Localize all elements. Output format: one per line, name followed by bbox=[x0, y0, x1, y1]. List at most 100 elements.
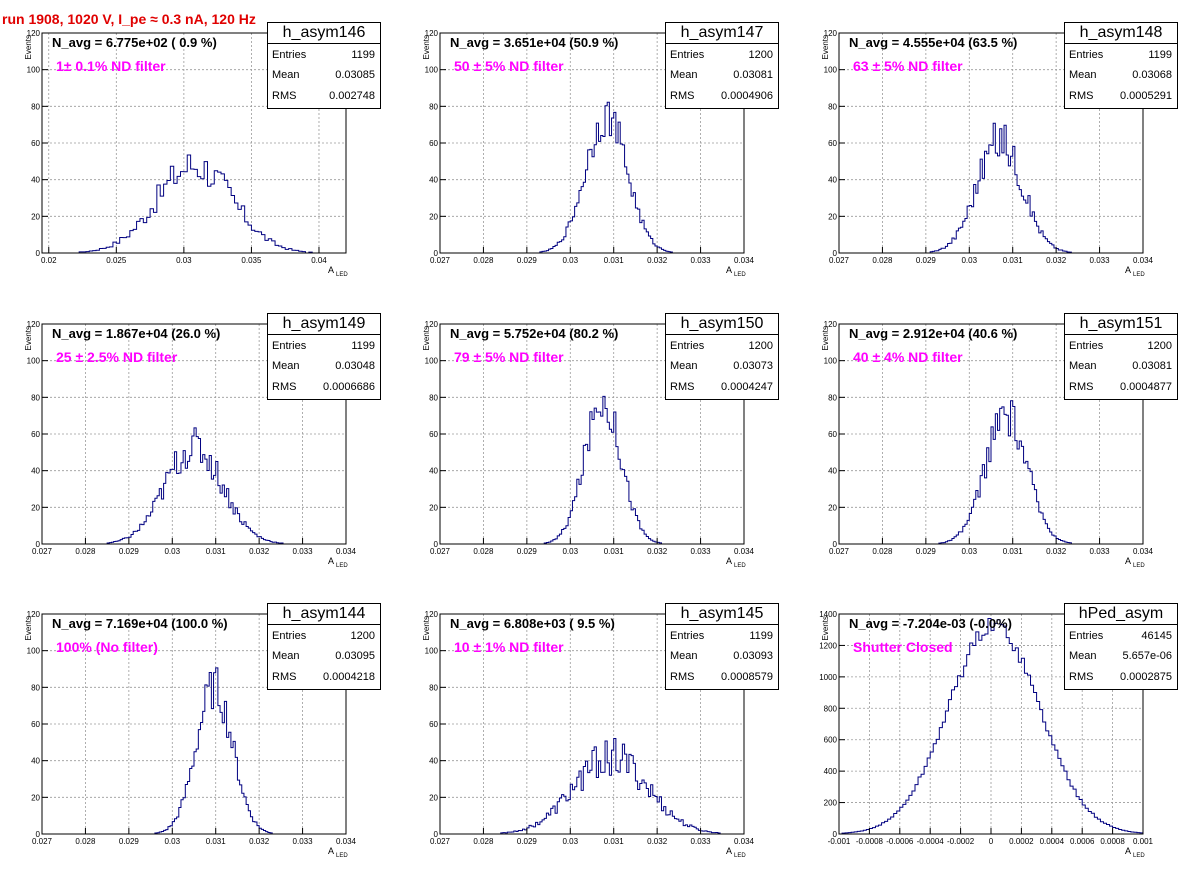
stats-value-mean: 0.03081 bbox=[1132, 360, 1172, 372]
x-tick-label: 0.032 bbox=[249, 837, 270, 846]
x-axis-label-subscript: LED bbox=[1133, 272, 1145, 278]
y-tick-label: 80 bbox=[31, 683, 40, 692]
x-tick-label: 0.032 bbox=[249, 547, 270, 556]
x-tick-label: 0.03 bbox=[562, 256, 578, 265]
x-tick-label: 0.03 bbox=[164, 547, 180, 556]
stats-value-entries: 1199 bbox=[351, 49, 375, 61]
stats-label-mean: Mean bbox=[670, 650, 698, 662]
x-tick-label: 0.03 bbox=[562, 547, 578, 556]
histogram-panel-h_asym149: 0.027 0.028 0.029 0.03 0.031 0.032 0.033 0.034 0… bbox=[0, 291, 398, 581]
y-axis-label: Events bbox=[24, 326, 33, 350]
histogram-name: h_asym151 bbox=[1065, 314, 1177, 335]
stats-label-rms: RMS bbox=[272, 381, 297, 393]
stats-row-mean: Mean 0.03093 bbox=[670, 647, 773, 665]
x-tick-label: 0.027 bbox=[430, 547, 451, 556]
stats-label-mean: Mean bbox=[272, 650, 300, 662]
y-axis-label: Events bbox=[422, 616, 431, 640]
x-tick-label: 0.027 bbox=[829, 256, 850, 265]
x-tick-label: 0.031 bbox=[604, 256, 625, 265]
stats-value-rms: 0.0004218 bbox=[323, 671, 375, 683]
filter-label: 1± 0.1% ND filter bbox=[56, 58, 166, 74]
x-tick-label: 0.031 bbox=[604, 837, 625, 846]
navg-label: N_avg = 1.867e+04 (26.0 %) bbox=[52, 326, 221, 341]
stats-label-entries: Entries bbox=[272, 340, 307, 352]
stats-label-entries: Entries bbox=[670, 49, 705, 61]
x-tick-label: 0.028 bbox=[473, 256, 494, 265]
stats-row-mean: Mean 0.03073 bbox=[670, 357, 773, 375]
x-tick-label: -0.0002 bbox=[947, 837, 975, 846]
stats-label-entries: Entries bbox=[670, 340, 705, 352]
x-tick-label: 0.032 bbox=[647, 837, 668, 846]
stats-value-rms: 0.0004877 bbox=[1120, 381, 1172, 393]
x-tick-label: 0.027 bbox=[32, 837, 53, 846]
stats-row-mean: Mean 0.03085 bbox=[272, 66, 375, 84]
histogram-name: h_asym146 bbox=[268, 23, 380, 44]
stats-row-entries: Entries 1200 bbox=[670, 337, 773, 355]
x-tick-label: 0.031 bbox=[206, 547, 227, 556]
x-tick-label: -0.0004 bbox=[917, 837, 945, 846]
y-tick-label: 20 bbox=[31, 503, 40, 512]
histogram-panel-h_asym147: 0.027 0.028 0.029 0.03 0.031 0.032 0.033 0.034 0… bbox=[398, 0, 796, 290]
x-axis-label: A bbox=[726, 556, 732, 566]
x-tick-label: 0.0008 bbox=[1100, 837, 1125, 846]
y-tick-label: 40 bbox=[828, 467, 837, 476]
x-tick-label: 0.029 bbox=[517, 256, 538, 265]
y-tick-label: 100 bbox=[27, 357, 41, 366]
stats-row-entries: Entries 46145 bbox=[1069, 627, 1172, 645]
y-tick-label: 60 bbox=[429, 430, 438, 439]
x-axis-label: A bbox=[726, 846, 732, 856]
y-tick-label: 1000 bbox=[819, 673, 837, 682]
stats-value-mean: 0.03095 bbox=[335, 650, 375, 662]
y-tick-label: 120 bbox=[824, 320, 838, 329]
y-tick-label: 0 bbox=[833, 540, 838, 549]
y-tick-label: 0 bbox=[833, 249, 838, 258]
stats-row-rms: RMS 0.0006686 bbox=[272, 378, 375, 396]
stats-value-mean: 0.03073 bbox=[733, 360, 773, 372]
stats-value-entries: 1200 bbox=[748, 49, 773, 61]
x-axis-label-subscript: LED bbox=[1133, 563, 1145, 569]
histogram-panel-h_asym146: 0.02 0.025 0.03 0.035 0.04 0 20 40 60 80 100 120 Eve… bbox=[0, 0, 398, 290]
y-tick-label: 120 bbox=[425, 29, 439, 38]
x-axis-label: A bbox=[726, 265, 732, 275]
histogram-name: h_asym149 bbox=[268, 314, 380, 335]
x-tick-label: 0.027 bbox=[32, 547, 53, 556]
stats-value-mean: 0.03068 bbox=[1132, 69, 1172, 81]
y-tick-label: 100 bbox=[824, 66, 838, 75]
stats-row-mean: Mean 0.03081 bbox=[670, 66, 773, 84]
x-tick-label: 0.032 bbox=[1046, 256, 1067, 265]
stats-label-entries: Entries bbox=[1069, 49, 1104, 61]
y-tick-label: 100 bbox=[27, 66, 41, 75]
stats-row-entries: Entries 1200 bbox=[272, 627, 375, 645]
histogram-series bbox=[42, 154, 346, 254]
x-tick-label: 0.03 bbox=[961, 547, 977, 556]
stats-label-rms: RMS bbox=[1069, 381, 1094, 393]
histogram-panel-h_asym151: 0.027 0.028 0.029 0.03 0.031 0.032 0.033 0.034 0… bbox=[797, 291, 1195, 581]
histogram-series bbox=[440, 395, 744, 545]
histogram-panel-h_asym144: 0.027 0.028 0.029 0.03 0.031 0.032 0.033 0.034 0… bbox=[0, 581, 398, 871]
x-tick-label: 0.031 bbox=[206, 837, 227, 846]
y-tick-label: 20 bbox=[828, 212, 837, 221]
y-axis-label: Events bbox=[821, 326, 830, 350]
navg-label: N_avg = -7.204e-03 (-0.0%) bbox=[849, 616, 1012, 631]
stats-value-mean: 5.657e-06 bbox=[1122, 650, 1172, 662]
x-axis-label-subscript: LED bbox=[734, 272, 746, 278]
y-axis-label: Events bbox=[24, 35, 33, 59]
y-tick-label: 0 bbox=[434, 249, 439, 258]
x-axis-label-subscript: LED bbox=[336, 853, 348, 859]
x-tick-label: 0.03 bbox=[164, 837, 180, 846]
x-tick-label: 0.034 bbox=[336, 547, 357, 556]
x-tick-label: 0.034 bbox=[734, 256, 755, 265]
y-tick-label: 1200 bbox=[819, 641, 837, 650]
x-tick-label: 0.04 bbox=[311, 256, 327, 265]
x-tick-label: 0.033 bbox=[1090, 256, 1111, 265]
y-tick-label: 800 bbox=[824, 704, 838, 713]
x-tick-label: 0.032 bbox=[647, 547, 668, 556]
navg-label: N_avg = 2.912e+04 (40.6 %) bbox=[849, 326, 1018, 341]
x-tick-label: 0.033 bbox=[1090, 547, 1111, 556]
stats-label-rms: RMS bbox=[272, 90, 297, 102]
navg-label: N_avg = 7.169e+04 (100.0 %) bbox=[52, 616, 228, 631]
y-tick-label: 60 bbox=[31, 720, 40, 729]
stats-row-rms: RMS 0.0002875 bbox=[1069, 668, 1172, 686]
stats-box: h_asym151 Entries 1200 Mean 0.03081 RMS 0.0004… bbox=[1064, 313, 1178, 400]
x-tick-label: 0.0002 bbox=[1009, 837, 1034, 846]
